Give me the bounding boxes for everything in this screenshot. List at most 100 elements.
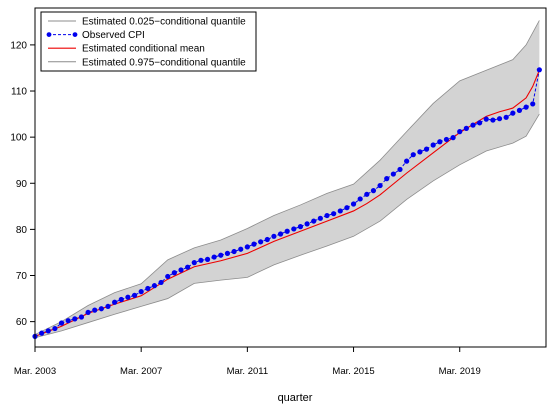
observed-cpi-point	[496, 116, 503, 122]
observed-cpi-point	[238, 246, 244, 252]
observed-cpi-point	[284, 228, 290, 234]
observed-cpi-point	[72, 316, 78, 322]
y-tick-label: 120	[10, 40, 27, 51]
observed-cpi-point	[178, 267, 184, 273]
observed-cpi-point	[92, 307, 98, 313]
quantile-band-layer	[34, 20, 540, 339]
observed-cpi-point	[171, 270, 177, 276]
observed-cpi-point	[145, 285, 151, 292]
observed-cpi-point	[324, 212, 330, 219]
x-tick-label: Mar. 2015	[332, 366, 374, 377]
observed-cpi-point	[463, 125, 469, 131]
observed-cpi-point	[384, 176, 390, 182]
observed-cpi-point	[218, 252, 224, 258]
observed-cpi-point	[191, 260, 197, 266]
legend: Estimated 0.025−conditional quantile Obse…	[40, 11, 257, 72]
upper-quantile-line	[34, 20, 540, 335]
observed-cpi-point	[151, 283, 158, 289]
observed-cpi-point	[125, 294, 131, 300]
observed-cpi-point	[483, 116, 489, 122]
observed-points-layer	[32, 67, 542, 339]
observed-cpi-point	[258, 239, 264, 245]
observed-cpi-point	[536, 67, 542, 73]
observed-cpi-point	[198, 257, 204, 263]
observed-cpi-point	[337, 208, 343, 214]
observed-cpi-point	[503, 114, 509, 120]
plot-frame	[34, 7, 547, 348]
observed-cpi-point	[112, 299, 118, 305]
observed-cpi-point	[477, 120, 483, 126]
observed-cpi-point	[390, 171, 396, 177]
y-tick-label: 100	[10, 133, 27, 144]
observed-cpi-point	[158, 279, 164, 286]
observed-cpi-point	[224, 250, 231, 256]
y-tick-label: 70	[16, 271, 28, 282]
observed-cpi-point	[437, 139, 443, 145]
observed-cpi-point	[45, 328, 51, 334]
observed-cpi-point	[118, 296, 124, 303]
observed-cpi-point	[357, 196, 363, 202]
legend-swatch-observed-point	[72, 32, 78, 37]
observed-cpi-point	[423, 146, 430, 152]
axes-layer: 60 70 80 90 100 110 120 Mar. 2003 Mar. 2007 Mar. …	[10, 40, 481, 377]
observed-cpi-point	[331, 211, 337, 217]
observed-cpi-point	[277, 231, 284, 237]
observed-cpi-point	[85, 309, 91, 316]
y-tick-label: 110	[11, 87, 27, 98]
observed-cpi-point	[304, 221, 310, 227]
observed-cpi-point	[291, 226, 297, 232]
observed-cpi-point	[523, 104, 529, 110]
observed-cpi-point	[105, 303, 111, 310]
x-tick-label: Mar. 2011	[227, 366, 269, 377]
observed-cpi-point	[516, 107, 523, 113]
observed-cpi-point	[311, 218, 317, 224]
y-tick-label: 90	[16, 179, 28, 190]
legend-label: Observed CPI	[82, 30, 145, 41]
observed-cpi-point	[490, 117, 496, 123]
observed-cpi-point	[39, 330, 45, 336]
observed-cpi-point	[138, 289, 144, 295]
observed-cpi-point	[430, 142, 436, 148]
observed-cpi-point	[530, 101, 536, 107]
observed-cpi-point	[204, 256, 211, 262]
observed-cpi-point	[344, 205, 350, 211]
observed-cpi-point	[297, 224, 304, 230]
observed-cpi-point	[271, 233, 277, 239]
observed-cpi-point	[244, 244, 250, 250]
observed-cpi-point	[370, 188, 377, 194]
legend-label: Estimated conditional mean	[82, 44, 205, 55]
x-tick-label: Mar. 2003	[14, 366, 56, 377]
observed-cpi-point	[231, 248, 237, 255]
x-axis-label: quarter	[278, 392, 313, 404]
observed-cpi-point	[470, 122, 476, 128]
observed-cpi-point	[131, 292, 138, 298]
observed-cpi-point	[350, 201, 357, 207]
observed-cpi-point	[510, 110, 516, 116]
legend-label: Estimated 0.025−conditional quantile	[82, 17, 246, 28]
observed-cpi-point	[457, 129, 463, 135]
observed-cpi-point	[377, 182, 383, 189]
observed-cpi-point	[78, 314, 85, 320]
legend-label: Estimated 0.975−conditional quantile	[82, 57, 246, 68]
observed-cpi-point	[404, 158, 410, 164]
observed-cpi-point	[52, 325, 58, 332]
x-tick-label: Mar. 2019	[439, 366, 481, 377]
observed-cpi-point	[450, 135, 456, 141]
observed-cpi-point	[211, 254, 217, 260]
observed-cpi-point	[251, 241, 257, 247]
conditional-mean-line	[34, 70, 540, 337]
observed-cpi-point	[443, 136, 450, 143]
observed-cpi-point	[185, 264, 191, 270]
observed-cpi-point	[165, 273, 171, 280]
y-tick-label: 80	[16, 225, 28, 236]
observed-cpi-point	[58, 320, 65, 326]
x-tick-label: Mar. 2007	[120, 366, 162, 377]
observed-cpi-point	[264, 236, 270, 243]
lower-quantile-line	[34, 113, 540, 339]
legend-box	[40, 11, 257, 72]
observed-cpi-point	[98, 306, 104, 312]
y-tick-label: 60	[16, 317, 28, 328]
observed-cpi-point	[317, 215, 323, 221]
